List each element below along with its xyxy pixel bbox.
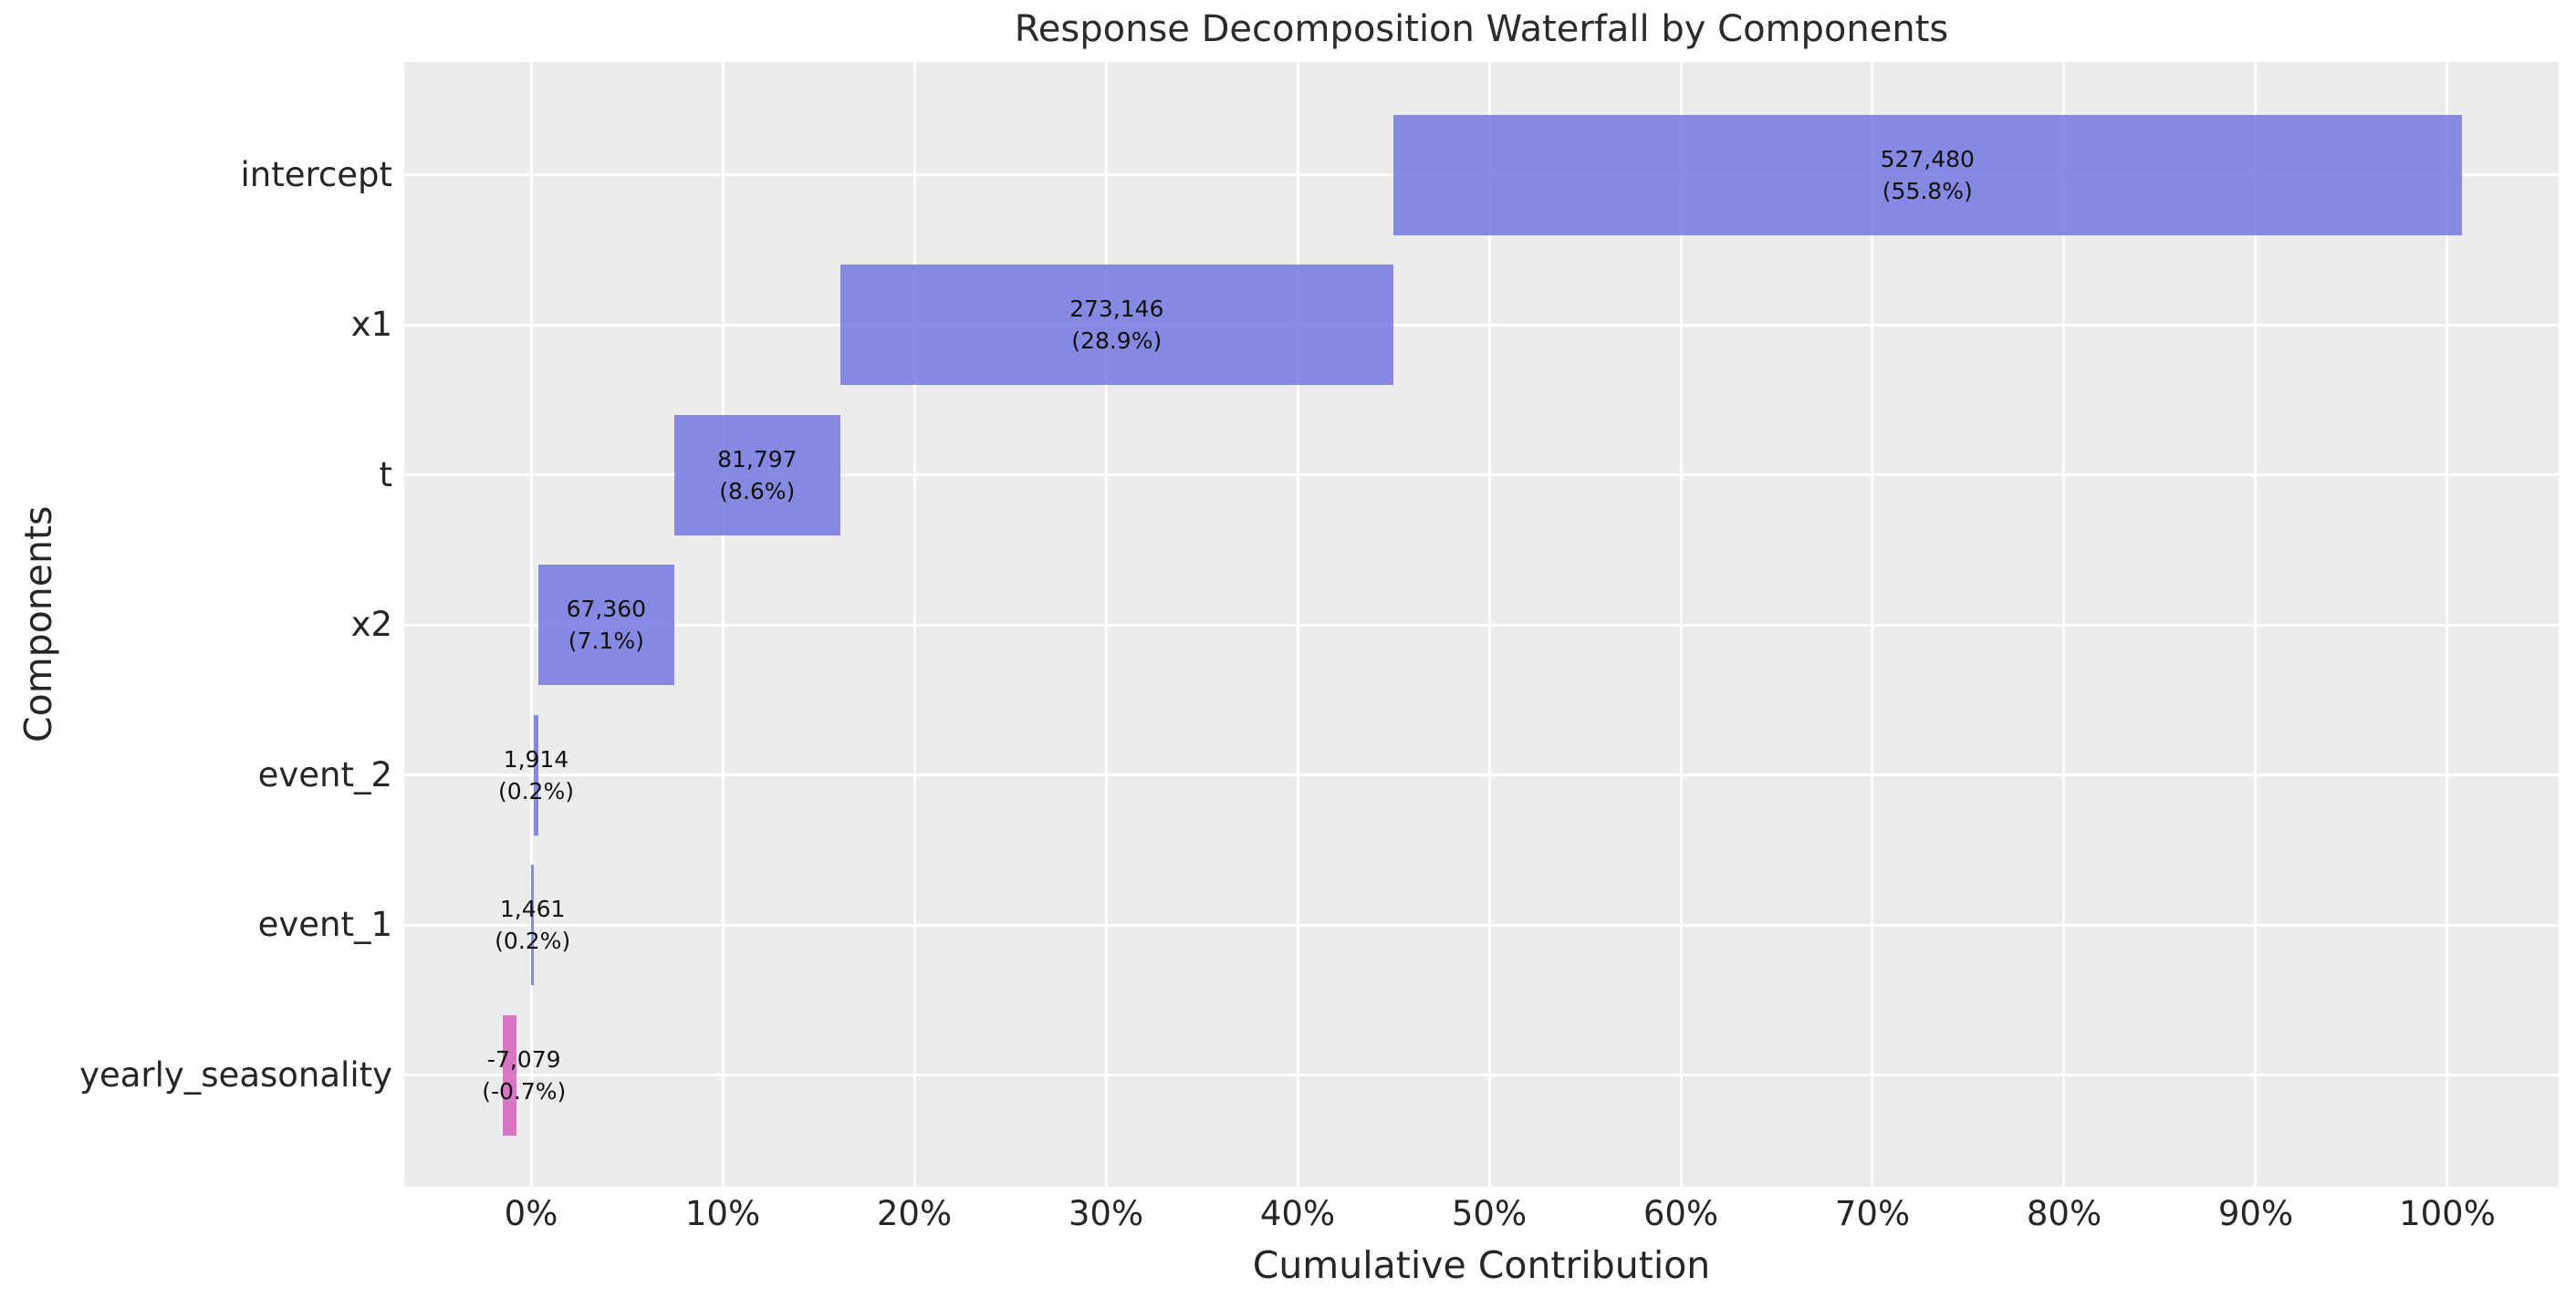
bar-value-label-x1: 273,146 (28.9%) [1069,293,1163,357]
y-tick-label-intercept: intercept [240,154,393,194]
x-tick-label-20%: 20% [876,1194,953,1233]
x-axis-label: Cumulative Contribution [1252,1243,1711,1287]
gridline-horizontal [404,774,2559,776]
waterfall-bar-x2 [537,565,675,685]
chart-title: Response Decomposition Waterfall by Comp… [1014,8,1949,50]
y-axis-label: Components [16,505,60,743]
bar-value-label-event_1: 1,461 (0.2%) [495,893,570,957]
y-tick-label-x1: x1 [350,305,392,344]
waterfall-bar-event_2 [534,714,538,836]
x-tick-label-50%: 50% [1451,1194,1528,1233]
gridline-horizontal [404,623,2559,627]
bar-value-label-t: 81,797 (8.6%) [717,443,797,507]
x-tick-label-30%: 30% [1068,1194,1144,1233]
bar-percent-text: (7.1%) [568,628,644,654]
plot-area: 527,480 (55.8%) 273,146 (28.9%) 81,797 (8.6%)… [404,62,2559,1187]
x-tick-label-70%: 70% [1834,1194,1911,1233]
gridline-horizontal [404,1074,2559,1076]
gridline-horizontal [404,323,2559,327]
y-tick-label-t: t [379,454,392,494]
bar-percent-text: (28.9%) [1071,327,1163,354]
bar-value-label-x2: 67,360 (7.1%) [567,593,646,657]
bar-value-text: 1,461 [499,896,566,922]
bar-value-text: 67,360 [566,596,647,622]
gridline-horizontal [404,473,2559,476]
x-tick-label-100%: 100% [2399,1194,2496,1233]
x-tick-label-10%: 10% [684,1194,761,1233]
bar-value-text: 273,146 [1069,296,1164,322]
bar-value-text: 1,914 [503,745,569,773]
waterfall-bar-event_1 [531,865,535,985]
bar-percent-text: (8.6%) [719,477,796,504]
y-tick-label-yearly_seasonality: yearly_seasonality [79,1054,392,1095]
y-tick-label-event_2: event_2 [257,754,392,794]
x-tick-label-90%: 90% [2217,1194,2294,1233]
bar-percent-text: (-0.7%) [482,1077,567,1105]
bar-percent-text: (0.2%) [497,777,574,805]
bar-value-text: 527,480 [1880,145,1975,172]
bar-value-label-intercept: 527,480 (55.8%) [1881,143,1975,207]
waterfall-bar-yearly_seasonality [502,1014,517,1136]
waterfall-bar-t [674,414,840,535]
x-tick-label-40%: 40% [1259,1194,1336,1233]
bar-value-text: -7,079 [486,1045,561,1073]
bar-percent-text: (0.2%) [495,928,571,954]
y-tick-label-x2: x2 [350,605,392,644]
y-tick-label-event_1: event_1 [257,905,392,944]
bar-value-text: 81,797 [717,445,798,472]
bar-value-label-yearly_seasonality: -7,079 (-0.7%) [482,1044,566,1107]
x-tick-label-60%: 60% [1643,1194,1719,1233]
waterfall-bar-intercept [1393,114,2462,235]
x-tick-label-0%: 0% [504,1194,558,1233]
bar-percent-text: (55.8%) [1882,177,1973,204]
bar-value-label-event_2: 1,914 (0.2%) [498,743,574,807]
gridline-horizontal [404,923,2559,927]
x-tick-label-80%: 80% [2026,1194,2102,1233]
waterfall-bar-x1 [840,265,1393,385]
